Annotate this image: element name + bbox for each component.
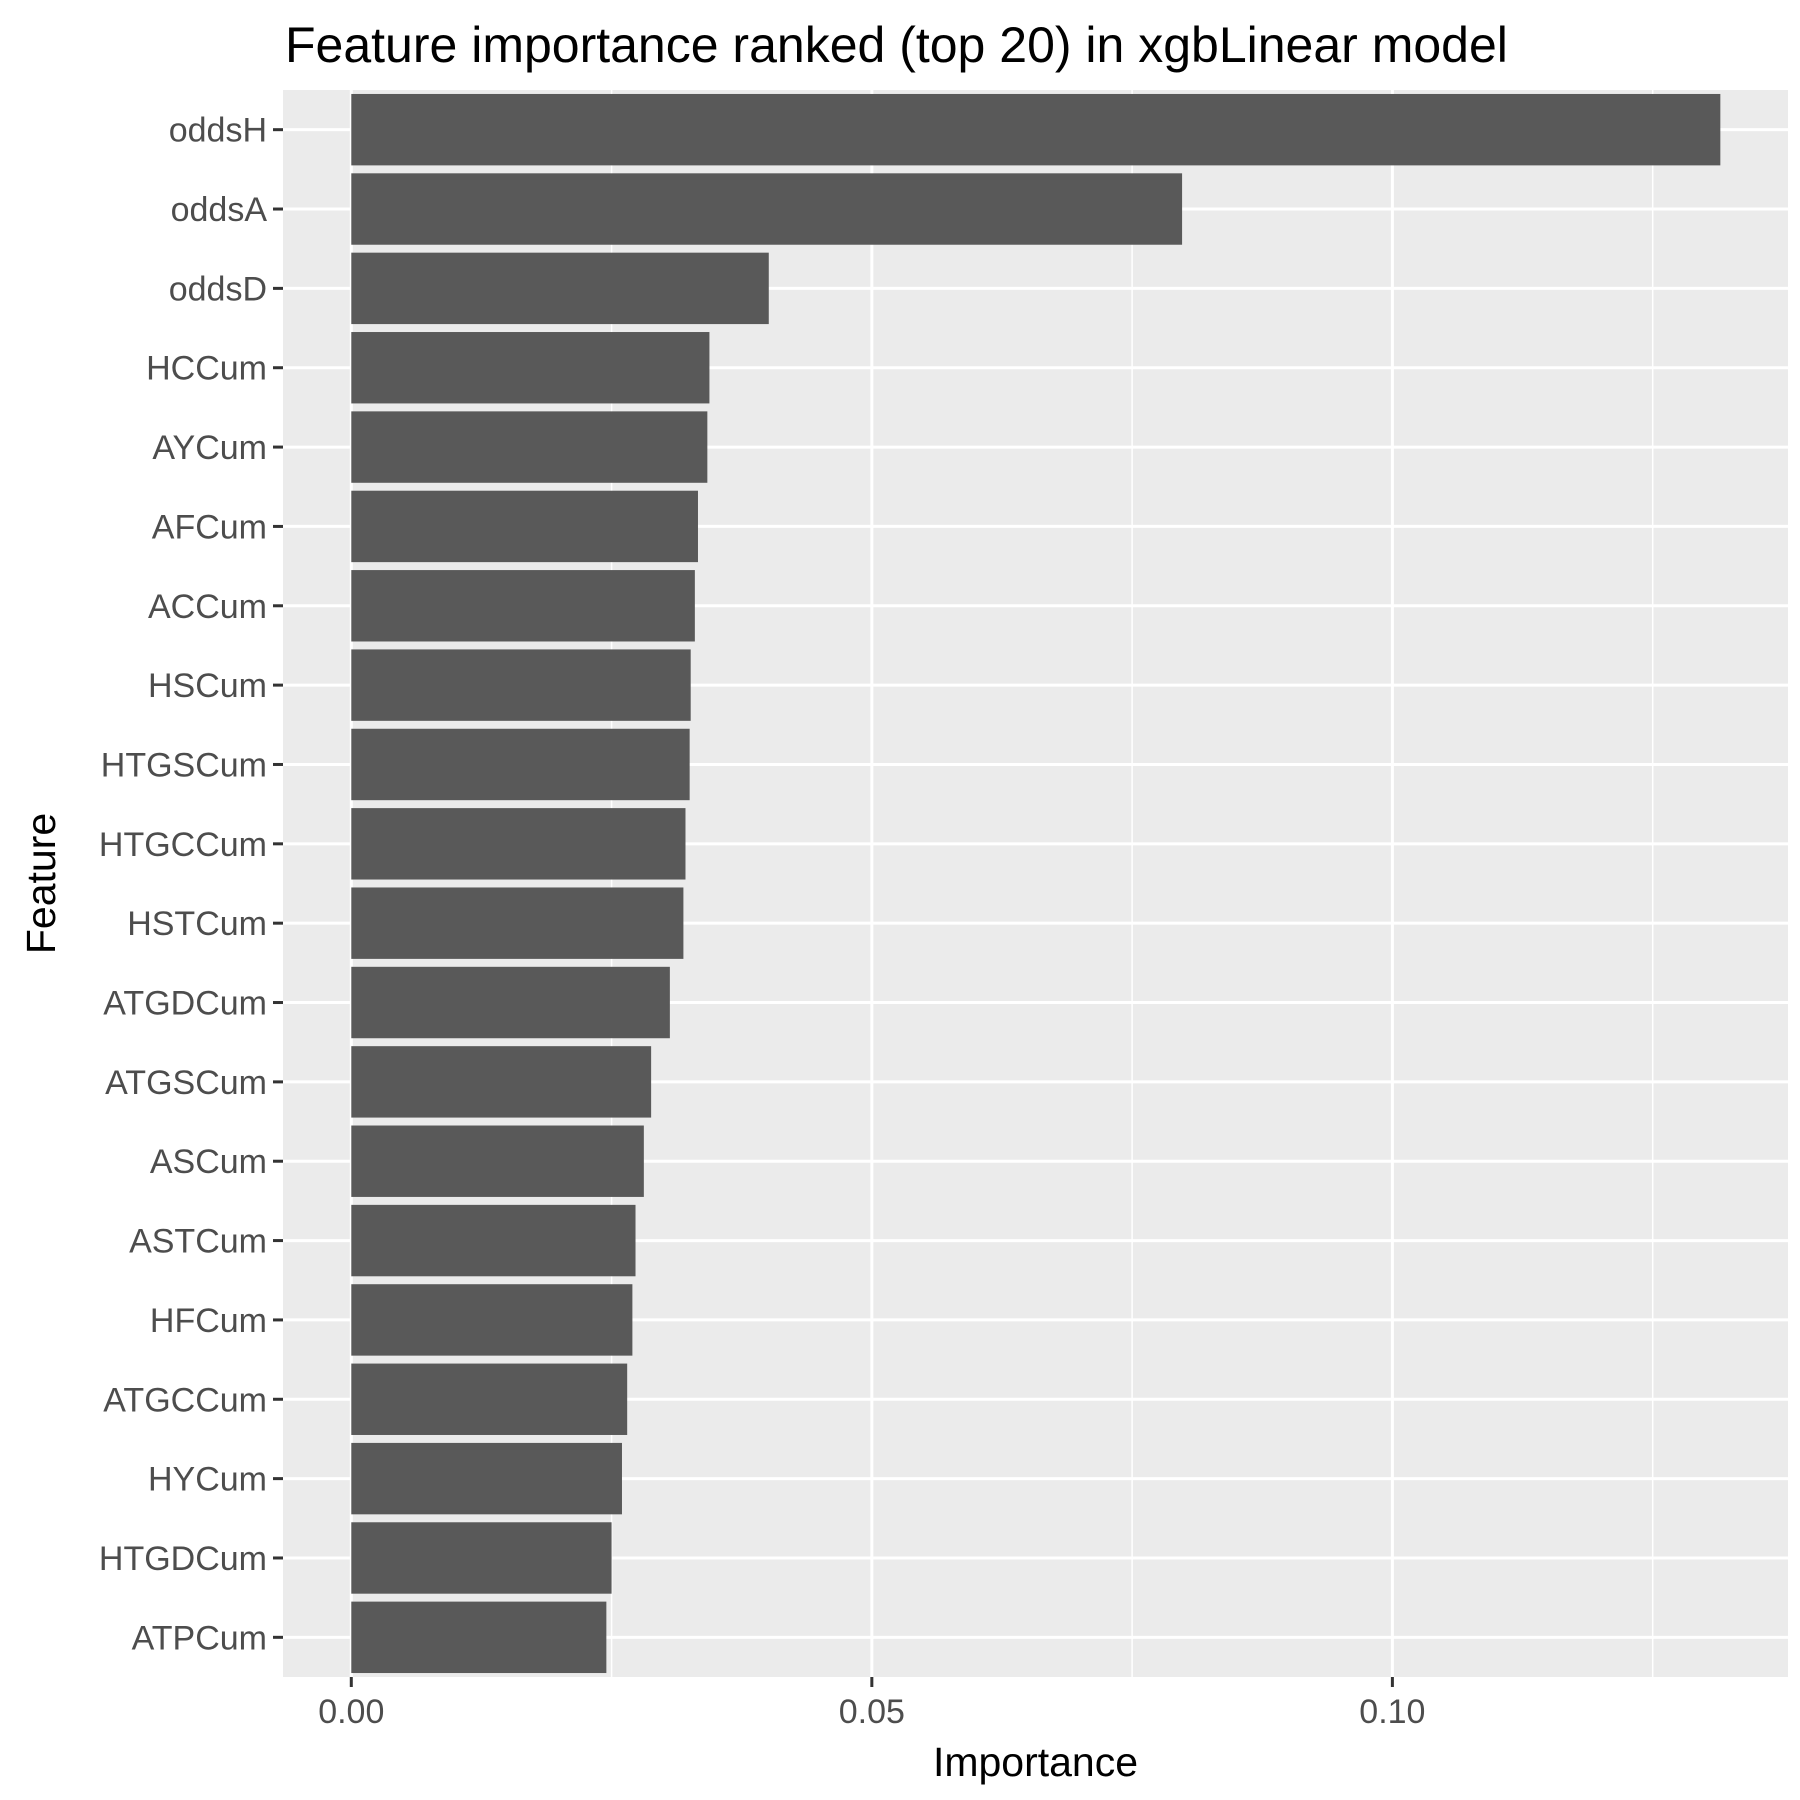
x-tick-label: 0.00 xyxy=(318,1693,384,1731)
chart-title: Feature importance ranked (top 20) in xg… xyxy=(285,17,1508,73)
bar-htgscum xyxy=(351,728,690,801)
y-tick-label: ATGDCum xyxy=(103,985,267,1023)
y-tick-label: ATPCum xyxy=(132,1619,267,1657)
bar-oddsd xyxy=(351,252,769,325)
y-tick-label: ATGSCum xyxy=(105,1064,267,1102)
bar-hccum xyxy=(351,332,710,404)
plot-panel xyxy=(283,90,1788,1677)
y-tick-label: AFCum xyxy=(152,508,267,546)
y-tick-label: ASCum xyxy=(150,1143,267,1181)
bar-atgdcum xyxy=(351,966,670,1039)
y-tick-label: oddsA xyxy=(171,191,268,229)
y-tick-label: HSCum xyxy=(148,667,267,705)
bar-htgccum xyxy=(351,808,686,880)
y-tick-label: HSTCum xyxy=(127,905,267,943)
bar-hstcum xyxy=(351,887,684,959)
bar-htgdcum xyxy=(351,1522,612,1594)
bar-astcum xyxy=(351,1204,636,1277)
y-axis: oddsH oddsA oddsD HCCum AYCum AFCum ACCum HSCum… xyxy=(99,112,283,1657)
x-axis: 0.00 0.05 0.10 xyxy=(318,1677,1425,1731)
bar-oddsa xyxy=(351,173,1183,245)
bar-oddsh xyxy=(351,93,1721,166)
y-tick-label: HTGDCum xyxy=(99,1540,267,1578)
x-tick-label: 0.05 xyxy=(839,1693,905,1731)
y-axis-title: Feature xyxy=(18,813,64,954)
bar-hycum xyxy=(351,1442,622,1515)
y-tick-label: ASTCum xyxy=(129,1223,267,1261)
bars xyxy=(351,93,1721,1674)
y-tick-label: oddsH xyxy=(169,112,267,150)
bar-atgccum xyxy=(351,1363,628,1435)
bar-atgscum xyxy=(351,1046,652,1118)
y-tick-label: HTGSCum xyxy=(101,746,267,784)
y-tick-label: HYCum xyxy=(148,1461,267,1499)
bar-ascum xyxy=(351,1125,644,1197)
bar-afcum xyxy=(351,490,698,563)
bar-hscum xyxy=(351,649,691,721)
bar-accum xyxy=(351,570,695,642)
y-tick-label: HTGCCum xyxy=(99,826,267,864)
bar-atpcum xyxy=(351,1601,607,1674)
x-axis-title: Importance xyxy=(933,1739,1138,1785)
bar-aycum xyxy=(351,411,708,483)
y-tick-label: oddsD xyxy=(169,270,267,308)
y-tick-label: AYCum xyxy=(152,429,267,467)
y-tick-label: ATGCCum xyxy=(103,1381,267,1419)
bar-hfcum xyxy=(351,1284,633,1356)
x-tick-label: 0.10 xyxy=(1359,1693,1425,1731)
y-tick-label: HFCum xyxy=(150,1302,267,1340)
y-tick-label: ACCum xyxy=(148,588,267,626)
y-tick-label: HCCum xyxy=(146,350,267,388)
